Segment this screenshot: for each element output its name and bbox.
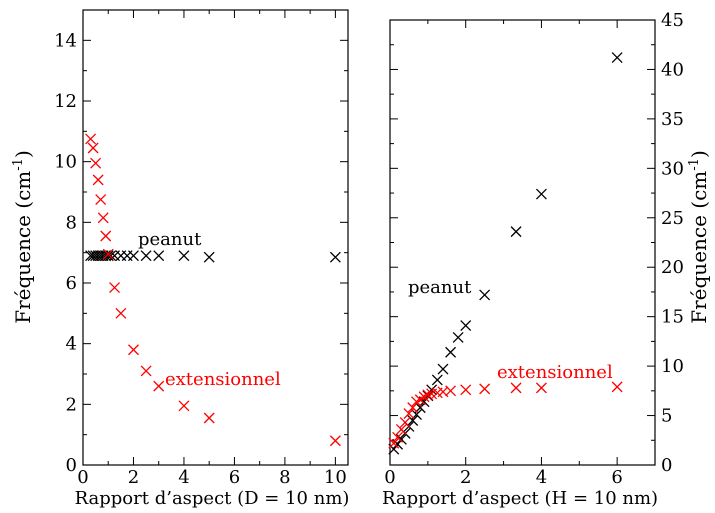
right-point-extensionnel: [611, 381, 623, 393]
right-point-peanut: [452, 331, 464, 343]
left-point-peanut: [128, 250, 139, 262]
right-point-extensionnel: [422, 389, 434, 401]
left-point-peanut: [203, 251, 215, 263]
right-y-tick-label: 10: [661, 356, 684, 377]
left-x-tick-label: 2: [128, 467, 139, 488]
right-point-extensionnel: [445, 385, 457, 397]
right-annotation-extensionnel: extensionnel: [497, 362, 613, 383]
left-y-tick-label: 8: [66, 212, 77, 233]
right-point-peanut: [437, 363, 449, 375]
left-point-extensionnel: [92, 174, 104, 186]
left-point-extensionnel: [87, 142, 99, 154]
right-point-peanut: [407, 415, 419, 426]
right-x-tick-label: 4: [536, 467, 547, 488]
left-y-tick-label: 6: [66, 273, 77, 294]
right-ticks: 0 2 4 6 0 5 10 15 20 25 30 35 40 45: [384, 10, 684, 488]
left-y-axis-label-close: ): [11, 150, 35, 158]
left-point-peanut: [100, 250, 112, 262]
right-y-tick-label: 25: [661, 208, 684, 229]
right-y-tick-label: 35: [661, 109, 684, 130]
left-y-tick-label: 14: [54, 30, 77, 51]
right-point-peanut: [611, 52, 623, 64]
left-x-tick-label: 4: [178, 467, 189, 488]
right-point-peanut: [479, 289, 491, 301]
left-point-extensionnel: [85, 133, 97, 145]
left-x-tick-label: 8: [279, 467, 290, 488]
left-point-extensionnel: [115, 307, 127, 319]
right-point-extensionnel: [460, 384, 472, 396]
right-y-axis-label-main: Fréquence (cm: [687, 171, 711, 324]
left-point-extensionnel: [128, 344, 139, 356]
left-point-extensionnel: [97, 212, 109, 224]
right-y-tick-label: 0: [661, 455, 672, 476]
left-x-tick-label: 6: [229, 467, 240, 488]
left-annotation-peanut: peanut: [138, 229, 202, 250]
left-point-extensionnel: [95, 194, 107, 206]
left-point-extensionnel: [329, 435, 341, 447]
right-point-extensionnel: [388, 437, 400, 449]
left-y-tick-label: 2: [66, 394, 77, 415]
right-y-tick-label: 15: [661, 307, 684, 328]
left-point-extensionnel: [140, 365, 152, 377]
left-point-peanut: [105, 250, 117, 262]
left-point-extensionnel: [90, 157, 102, 169]
right-point-extensionnel: [392, 431, 404, 443]
right-x-axis-label: Rapport d’aspect (H = 10 nm): [382, 488, 658, 509]
left-y-axis-label: Fréquence (cm-1): [11, 150, 35, 324]
left-plot-frame: [82, 9, 349, 466]
left-point-extensionnel: [102, 248, 114, 260]
right-point-peanut: [445, 346, 457, 358]
left-x-tick-label: 10: [324, 467, 347, 488]
right-point-peanut: [431, 374, 443, 386]
left-x-axis-label: Rapport d’aspect (D = 10 nm): [75, 488, 350, 509]
right-y-axis-label-close: ): [687, 150, 711, 158]
left-y-tick-label: 4: [66, 334, 77, 355]
right-annotation-peanut: peanut: [408, 277, 472, 298]
right-y-axis-label-sup: -1: [687, 158, 702, 171]
left-point-peanut: [140, 250, 152, 262]
right-x-tick-label: 0: [384, 467, 395, 488]
left-point-extensionnel: [178, 400, 190, 412]
right-y-tick-label: 30: [661, 158, 684, 179]
right-y-tick-label: 5: [661, 406, 672, 427]
left-point-peanut: [153, 250, 165, 262]
left-x-tick-label: 0: [77, 467, 88, 488]
right-y-tick-label: 45: [661, 10, 684, 31]
left-point-peanut: [329, 251, 341, 263]
right-y-tick-label: 20: [661, 257, 684, 278]
left-y-tick-label: 10: [54, 152, 77, 173]
left-point-extensionnel: [109, 282, 121, 294]
left-point-extensionnel: [153, 380, 165, 392]
left-point-extensionnel: [203, 412, 215, 424]
right-y-axis-label: Fréquence (cm-1): [687, 150, 711, 324]
right-y-tick-label: 40: [661, 59, 684, 80]
right-x-tick-label: 6: [611, 467, 622, 488]
left-y-axis-label-sup: -1: [11, 158, 26, 171]
left-point-extensionnel: [100, 230, 112, 242]
left-y-axis-label-main: Fréquence (cm: [11, 171, 35, 324]
right-point-peanut: [535, 188, 547, 200]
right-point-extensionnel: [399, 417, 411, 428]
right-points: [388, 52, 623, 455]
right-point-peanut: [510, 226, 522, 238]
left-panel: 0 2 4 6 8 10 0 2 4 6 8 10 12 14 Fréquence (cm-1) Rapp…: [11, 9, 350, 509]
right-point-extensionnel: [535, 382, 547, 394]
left-y-tick-label: 12: [54, 91, 77, 112]
right-point-peanut: [460, 320, 472, 332]
right-point-extensionnel: [403, 408, 415, 420]
right-point-extensionnel: [479, 383, 491, 395]
left-y-tick-label: 0: [66, 455, 77, 476]
left-annotation-extensionnel: extensionnel: [165, 369, 281, 390]
left-point-peanut: [178, 250, 190, 262]
left-points: [85, 133, 341, 447]
right-point-extensionnel: [395, 423, 407, 435]
right-x-tick-label: 2: [460, 467, 471, 488]
left-ticks: 0 2 4 6 8 10 0 2 4 6 8 10 12 14: [54, 10, 348, 488]
right-point-extensionnel: [510, 382, 522, 394]
